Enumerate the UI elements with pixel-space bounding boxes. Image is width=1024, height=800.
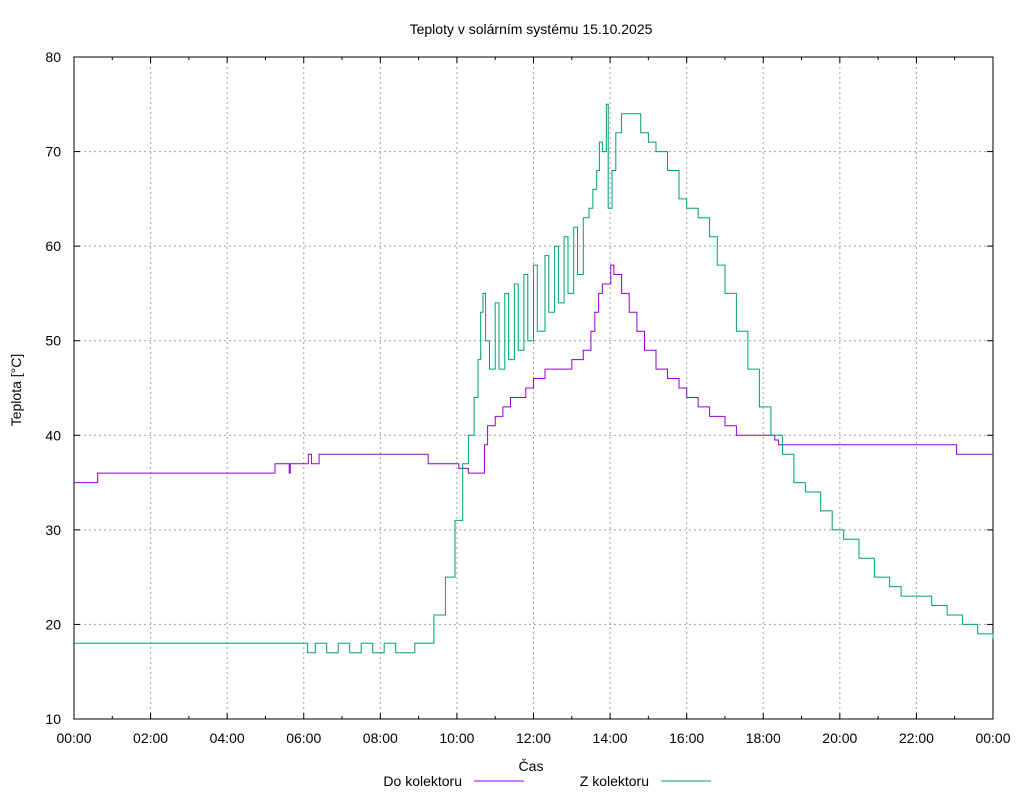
axis-ticks [73, 56, 994, 720]
x-tick-label: 12:00 [516, 730, 551, 746]
x-axis-label: Čas [519, 758, 544, 774]
x-tick-label: 16:00 [669, 730, 704, 746]
x-tick-label: 14:00 [593, 730, 628, 746]
y-tick-label: 50 [45, 333, 61, 349]
legend-label-z-kolektoru: Z kolektoru [580, 773, 649, 789]
y-tick-label: 10 [45, 711, 61, 727]
chart-title: Teploty v solárním systému 15.10.2025 [410, 21, 653, 37]
y-tick-label: 20 [45, 616, 61, 632]
x-tick-label: 00:00 [975, 730, 1010, 746]
series-line-do-kolektoru [74, 264, 993, 484]
x-tick-label: 18:00 [746, 730, 781, 746]
x-tick-label: 08:00 [363, 730, 398, 746]
x-tick-label: 04:00 [210, 730, 245, 746]
y-tick-label: 70 [45, 144, 61, 160]
y-tick-label: 40 [45, 427, 61, 443]
x-tick-label: 20:00 [822, 730, 857, 746]
y-tick-label: 80 [45, 49, 61, 65]
x-tick-labels: 00:00 02:00 04:00 06:00 08:00 10:00 12:00 14:00… [56, 730, 1010, 746]
grid-lines [74, 57, 993, 719]
x-tick-label: 10:00 [439, 730, 474, 746]
y-axis-label: Teplota [°C] [8, 354, 24, 427]
series-line-z-kolektoru [74, 103, 994, 654]
y-tick-label: 60 [45, 238, 61, 254]
legend-label-do-kolektoru: Do kolektoru [383, 773, 462, 789]
x-tick-label: 02:00 [133, 730, 168, 746]
x-tick-label: 00:00 [56, 730, 91, 746]
x-tick-label: 06:00 [286, 730, 321, 746]
y-tick-label: 30 [45, 522, 61, 538]
legend: Do kolektoru Z kolektoru [383, 773, 711, 789]
series-lines [74, 103, 994, 654]
y-tick-labels: 10 20 30 40 50 60 70 80 [45, 49, 61, 727]
x-tick-label: 22:00 [899, 730, 934, 746]
